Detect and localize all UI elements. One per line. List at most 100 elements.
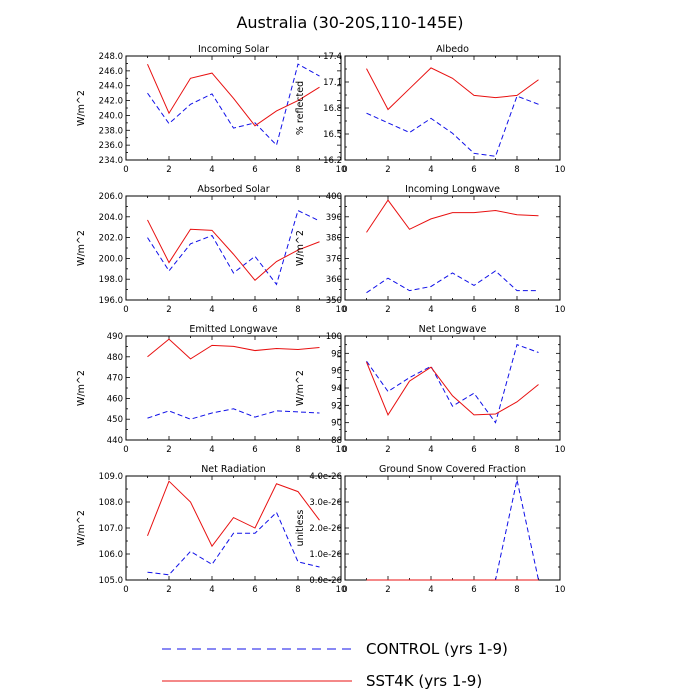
x-tick-label: 6 xyxy=(252,305,257,315)
panel-3: Absorbed Solar 0 2 4 6 8 10 196.0 198.0 200.0 202.… xyxy=(76,184,346,315)
y-tick-label: 234.0 xyxy=(99,156,123,166)
series-line-sst4k xyxy=(147,338,320,360)
legend-label-2: SST4K (yrs 1-9) xyxy=(366,672,482,690)
x-tick-label: 0 xyxy=(342,585,347,595)
x-tick-label: 8 xyxy=(514,585,519,595)
y-tick-label: 98 xyxy=(331,349,342,359)
y-tick-label: 100 xyxy=(326,332,342,342)
y-tick-label: 198.0 xyxy=(99,275,123,285)
y-tick-label: 16.8 xyxy=(323,104,342,114)
x-tick-label: 10 xyxy=(555,305,566,315)
series-line-control xyxy=(366,479,539,581)
y-tick-label: 200.0 xyxy=(99,254,123,264)
y-tick-label: 105.0 xyxy=(99,576,123,586)
panel-title: Albedo xyxy=(436,44,469,55)
panel-title: Incoming Solar xyxy=(198,44,269,55)
y-tick-label: 380 xyxy=(326,234,342,244)
series-line-sst4k xyxy=(366,199,539,233)
y-tick-label: 109.0 xyxy=(99,472,123,482)
y-tick-label: 196.0 xyxy=(99,296,123,306)
y-tick-label: 450 xyxy=(107,415,123,425)
y-tick-label: 480 xyxy=(107,353,123,363)
y-tick-label: 400 xyxy=(326,192,342,202)
panel-title: Net Radiation xyxy=(201,464,266,475)
x-tick-label: 6 xyxy=(471,445,476,455)
panel-title: Incoming Longwave xyxy=(405,184,500,195)
series-line-sst4k xyxy=(147,219,320,281)
y-tick-label: 4.0e-26 xyxy=(309,472,342,482)
panel-title: Net Longwave xyxy=(419,324,487,335)
y-tick-label: 240.0 xyxy=(99,111,123,121)
y-axis-label: W/m^2 xyxy=(76,370,87,406)
x-tick-label: 0 xyxy=(123,305,128,315)
x-tick-label: 8 xyxy=(295,305,300,315)
x-tick-label: 10 xyxy=(336,585,347,595)
series-line-control xyxy=(366,270,539,294)
panel-7: Net Radiation 0 2 4 6 8 10 105.0 106.0 107.0 108.0… xyxy=(76,464,346,595)
y-tick-label: 350 xyxy=(326,296,342,306)
x-tick-label: 8 xyxy=(295,445,300,455)
y-tick-label: 96 xyxy=(331,367,342,377)
x-tick-label: 8 xyxy=(514,305,519,315)
series-line-control xyxy=(147,511,320,576)
y-tick-label: 238.0 xyxy=(99,126,123,136)
y-tick-label: 106.0 xyxy=(99,550,123,560)
y-tick-label: 88 xyxy=(331,436,342,446)
x-tick-label: 4 xyxy=(209,445,214,455)
y-tick-label: 360 xyxy=(326,275,342,285)
legend-label-1: CONTROL (yrs 1-9) xyxy=(366,640,508,658)
y-axis-label: % reflected xyxy=(295,81,306,135)
panel-title: Ground Snow Covered Fraction xyxy=(379,464,526,475)
x-tick-label: 6 xyxy=(252,585,257,595)
y-tick-label: 206.0 xyxy=(99,192,123,202)
y-axis-label: W/m^2 xyxy=(76,510,87,546)
plot-frame xyxy=(125,335,342,441)
panel-title: Emitted Longwave xyxy=(189,324,277,335)
y-tick-label: 17.4 xyxy=(323,52,342,62)
y-tick-label: 90 xyxy=(331,419,342,429)
series-line-sst4k xyxy=(366,361,539,416)
panel-5: Emitted Longwave 0 2 4 6 8 10 440 450 460 470 480 49… xyxy=(76,324,346,455)
series-line-sst4k xyxy=(366,67,539,111)
series-line-sst4k xyxy=(147,63,320,127)
x-tick-label: 10 xyxy=(555,165,566,175)
x-tick-label: 0 xyxy=(342,305,347,315)
legend: CONTROL (yrs 1-9) SST4K (yrs 1-9) xyxy=(162,640,508,690)
x-tick-label: 0 xyxy=(342,445,347,455)
x-tick-label: 8 xyxy=(295,585,300,595)
x-tick-label: 4 xyxy=(428,585,433,595)
x-tick-label: 0 xyxy=(123,445,128,455)
y-tick-label: 202.0 xyxy=(99,234,123,244)
x-tick-label: 8 xyxy=(514,165,519,175)
series-line-control xyxy=(147,63,320,147)
y-tick-label: 490 xyxy=(107,332,123,342)
y-axis-label: W/m^2 xyxy=(76,230,87,266)
plot-frame xyxy=(125,195,342,301)
y-tick-label: 440 xyxy=(107,436,123,446)
y-tick-label: 1.0e-26 xyxy=(309,550,342,560)
y-tick-label: 390 xyxy=(326,213,342,223)
x-tick-label: 10 xyxy=(336,445,347,455)
x-tick-label: 2 xyxy=(385,445,390,455)
y-tick-label: 2.0e-26 xyxy=(309,524,342,534)
y-tick-label: 470 xyxy=(107,374,123,384)
y-axis-label: W/m^2 xyxy=(295,370,306,406)
x-tick-label: 10 xyxy=(336,305,347,315)
x-tick-label: 6 xyxy=(252,445,257,455)
x-tick-label: 2 xyxy=(385,165,390,175)
x-tick-label: 6 xyxy=(252,165,257,175)
y-axis-label: W/m^2 xyxy=(295,230,306,266)
y-tick-label: 92 xyxy=(331,401,342,411)
x-tick-label: 2 xyxy=(166,165,171,175)
series-line-control xyxy=(366,344,539,424)
y-tick-label: 94 xyxy=(331,384,342,394)
x-tick-label: 8 xyxy=(295,165,300,175)
x-tick-label: 10 xyxy=(336,165,347,175)
series-line-control xyxy=(366,95,539,157)
y-tick-label: 107.0 xyxy=(99,524,123,534)
y-tick-label: 242.0 xyxy=(99,97,123,107)
series-line-control xyxy=(147,408,320,420)
x-tick-label: 4 xyxy=(209,165,214,175)
